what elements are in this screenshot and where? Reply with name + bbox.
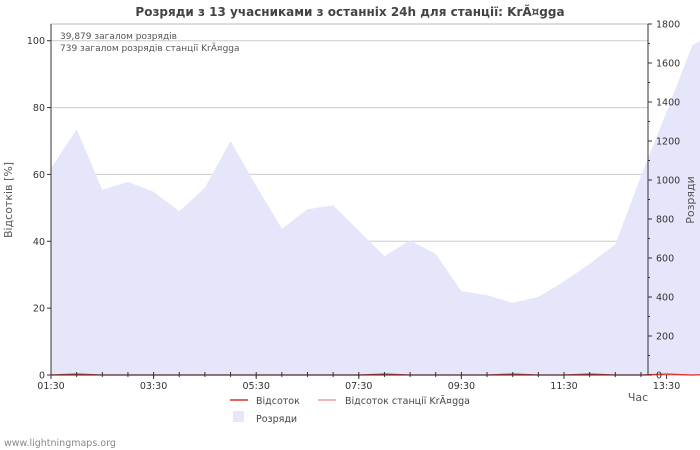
info-total-strikes: 39,879 загалом розрядів: [60, 32, 177, 42]
y-right-tick-label: 400: [656, 293, 674, 304]
legend: Відсоток Відсоток станції KrÃ¤gga Розряд…: [230, 396, 470, 425]
y-left-tick-label: 80: [33, 103, 45, 114]
y-left-tick-label: 40: [33, 237, 45, 248]
strikes-area: [51, 40, 700, 375]
legend-label-station-percent: Відсоток станції KrÃ¤gga: [345, 396, 470, 407]
y-right-tick-label: 1800: [656, 20, 680, 31]
y-left-tick-label: 0: [39, 371, 45, 382]
y-right-tick-label: 1400: [656, 98, 680, 109]
y-right-tick-label: 800: [656, 215, 674, 226]
x-axis-label: Час: [628, 391, 648, 404]
watermark: www.lightningmaps.org: [4, 438, 116, 449]
y-right-tick-label: 1000: [656, 176, 680, 187]
legend-label-percent: Відсоток: [256, 396, 300, 407]
y-right-label: Розряди: [684, 176, 697, 224]
x-tick-label: 11:30: [550, 381, 577, 392]
axis-ticks: 0204060801000200400600800100012001400160…: [27, 20, 680, 393]
x-tick-label: 01:30: [37, 381, 64, 392]
legend-label-strikes: Розряди: [256, 414, 297, 425]
y-right-tick-label: 600: [656, 254, 674, 265]
y-left-tick-label: 60: [33, 170, 45, 181]
y-right-tick-label: 0: [656, 371, 662, 382]
y-left-label: Відсотків [%]: [2, 162, 15, 238]
y-left-tick-label: 20: [33, 304, 45, 315]
info-station-strikes: 739 загалом розрядів станції KrÃ¤gga: [60, 43, 240, 54]
y-right-tick-label: 1600: [656, 59, 680, 70]
x-tick-label: 13:30: [653, 381, 680, 392]
y-left-tick-label: 100: [27, 36, 45, 47]
x-tick-label: 09:30: [448, 381, 475, 392]
legend-swatch-strikes: [233, 411, 244, 422]
x-tick-label: 03:30: [140, 381, 167, 392]
y-right-tick-label: 200: [656, 332, 674, 343]
area-layer: [51, 40, 700, 375]
x-tick-label: 05:30: [243, 381, 270, 392]
chart-title: Розряди з 13 учасниками з останніх 24h д…: [135, 4, 564, 19]
x-tick-label: 07:30: [345, 381, 372, 392]
y-right-tick-label: 1200: [656, 137, 680, 148]
